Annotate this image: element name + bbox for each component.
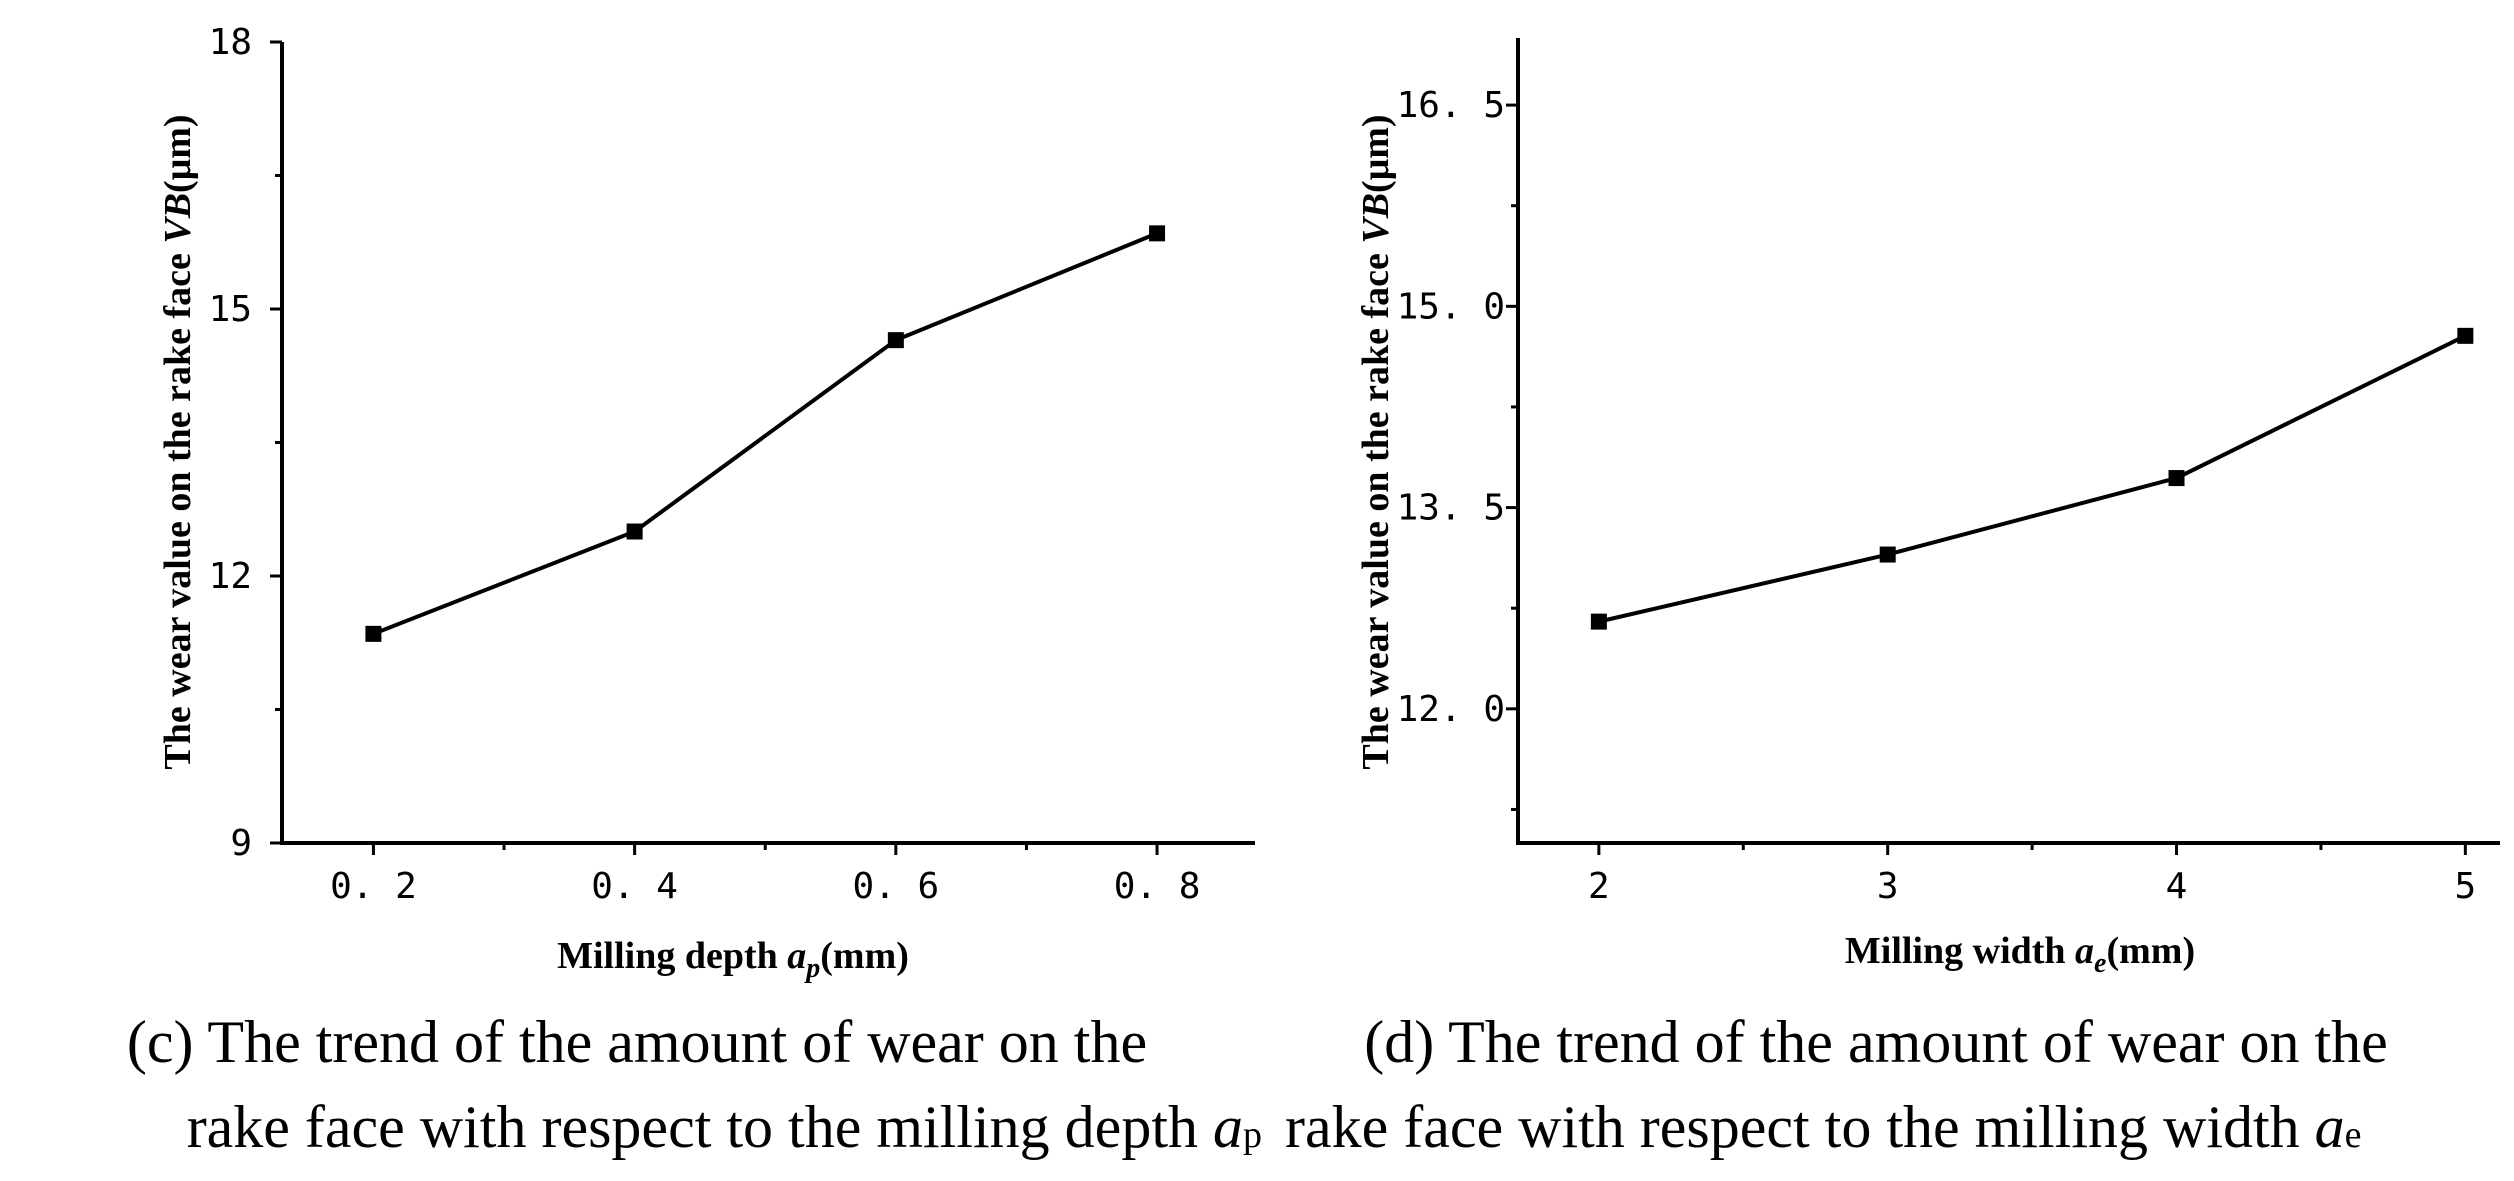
- chart-c-x-tick-label: 0. 8: [1114, 866, 1201, 907]
- chart-d-series: [1590, 327, 2474, 630]
- chart-d-x-tick-label: 2: [1588, 866, 1610, 907]
- chart-d-y-tick-label: 16. 5: [1397, 85, 1505, 126]
- chart-d-x-tick-label: 3: [1877, 866, 1899, 907]
- chart-d-y-tick-label: 13. 5: [1397, 488, 1505, 529]
- chart-d-y-axis-label: The wear value on the rake face VB(μm): [1355, 114, 1397, 769]
- caption-d-line1: (d) The trend of the amount of wear on t…: [1364, 1009, 2388, 1075]
- chart-d-data-point: [2457, 327, 2474, 344]
- chart-d-data-point: [2168, 470, 2185, 487]
- chart-d-data-point: [1879, 546, 1896, 563]
- chart-c-y-tick-label: 12: [209, 556, 252, 597]
- chart-c-series: [365, 225, 1166, 642]
- chart-d-x-tick-label: 4: [2166, 866, 2188, 907]
- chart-c-data-point: [626, 523, 643, 540]
- chart-d-ticks: 12. 0 13. 5 15. 0 16. 5 2 3 4 5: [1397, 85, 2477, 907]
- chart-d-x-axis-label: Milling width ae(mm): [1845, 930, 2195, 979]
- chart-d-series-line: [1598, 334, 2467, 624]
- chart-c-data-point: [365, 625, 382, 642]
- caption-c: (c) The trend of the amount of wear on t…: [127, 1009, 1262, 1160]
- chart-c-x-axis-label: Milling depth ap(mm): [557, 935, 909, 984]
- chart-c-y-tick-label: 18: [209, 22, 252, 63]
- chart-c-data-point: [887, 332, 904, 349]
- caption-d-line2: rake face with respect to the milling wi…: [1285, 1094, 2362, 1160]
- chart-d-milling-width: 12. 0 13. 5 15. 0 16. 5 2 3 4 5 Milling width a…: [1355, 38, 2500, 979]
- chart-c-milling-depth: 9 12 15 18 0. 2 0. 4 0. 6 0. 8 Milling depth ap…: [157, 22, 1255, 984]
- chart-d-y-tick-label: 12. 0: [1397, 689, 1505, 730]
- chart-c-y-axis-label: The wear value on the rake face VB(μm): [157, 114, 199, 769]
- chart-c-x-tick-label: 0. 2: [330, 866, 417, 907]
- caption-c-line1: (c) The trend of the amount of wear on t…: [127, 1009, 1147, 1075]
- chart-c-data-point: [1149, 225, 1166, 242]
- chart-c-y-tick-label: 15: [209, 289, 252, 330]
- chart-c-x-tick-label: 0. 4: [591, 866, 678, 907]
- chart-d-x-tick-label: 5: [2454, 866, 2476, 907]
- chart-c-x-tick-label: 0. 6: [852, 866, 939, 907]
- chart-d-data-point: [1590, 613, 1607, 630]
- caption-c-line2: rake face with respect to the milling de…: [187, 1094, 1262, 1160]
- chart-c-series-line: [372, 231, 1158, 636]
- chart-d-y-tick-label: 15. 0: [1397, 286, 1505, 327]
- chart-c-ticks: 9 12 15 18 0. 2 0. 4 0. 6 0. 8: [209, 22, 1201, 907]
- chart-c-y-tick-label: 9: [230, 823, 252, 864]
- caption-d: (d) The trend of the amount of wear on t…: [1285, 1009, 2388, 1160]
